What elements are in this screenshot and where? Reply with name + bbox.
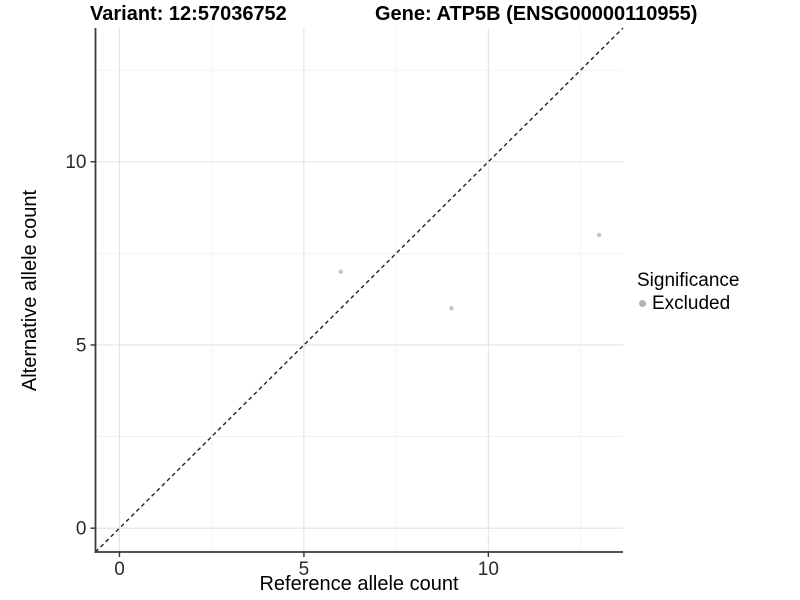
data-point: [338, 269, 344, 274]
y-tick-label: 10: [65, 152, 86, 173]
legend-title: Significance: [637, 270, 740, 291]
x-tick-label: 0: [114, 559, 125, 580]
data-point: [449, 306, 454, 311]
legend-entry-excluded: Excluded: [637, 292, 739, 315]
y-tick-label: 0: [76, 519, 87, 540]
legend: Significance Excluded: [637, 269, 739, 315]
y-tick-label: 5: [76, 335, 87, 356]
variant-title: Variant: 12:57036752: [90, 3, 287, 25]
x-axis-title: Reference allele count: [259, 573, 459, 595]
legend-entry-label: Excluded: [652, 293, 731, 314]
gene-title: Gene: ATP5B (ENSG00000110955): [375, 3, 698, 25]
legend-point-swatch-icon: [639, 300, 646, 307]
y-axis-title: Alternative allele count: [19, 189, 42, 391]
identity-line: [95, 27, 624, 553]
x-tick-label: 10: [478, 559, 499, 580]
data-point: [596, 232, 602, 238]
y-axis-title-box: Alternative allele count: [18, 90, 44, 490]
x-tick-label: 5: [299, 559, 310, 580]
